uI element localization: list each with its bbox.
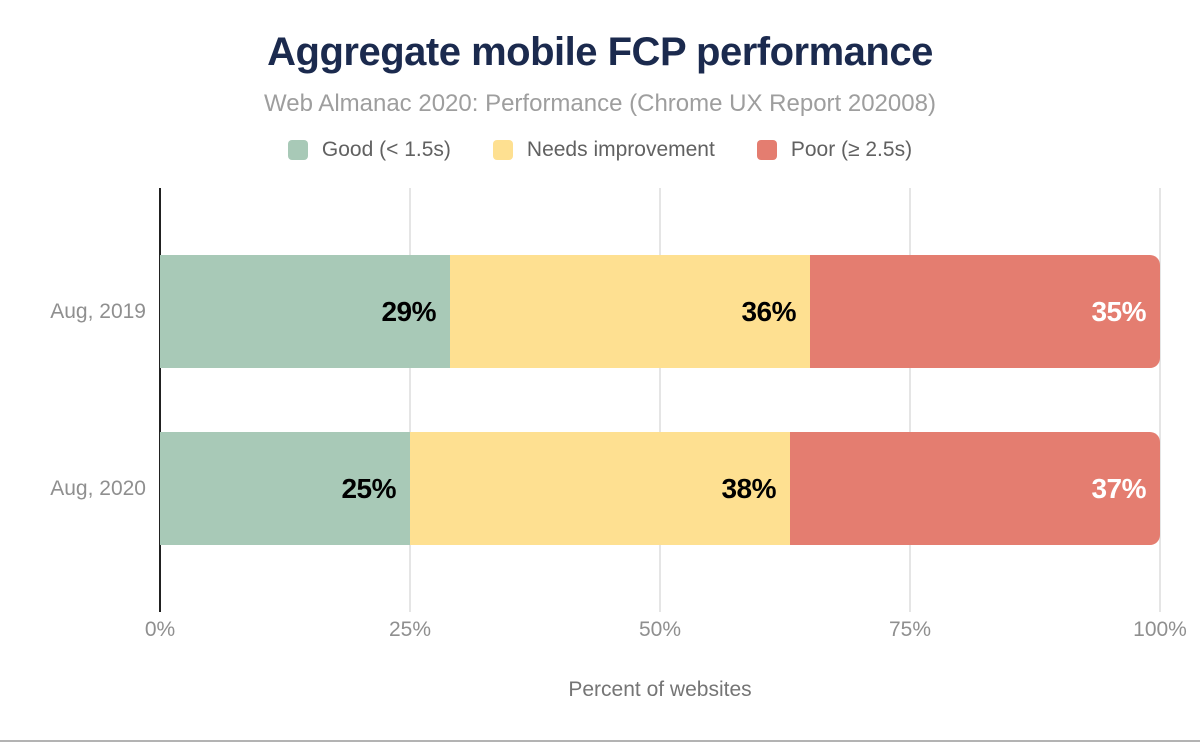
bar-segment: 36% (450, 255, 810, 368)
bar-segment: 37% (790, 432, 1160, 545)
bottom-border-rule (0, 740, 1200, 742)
category-label-0: Aug, 2019 (50, 299, 146, 323)
y-axis-line (159, 188, 161, 612)
bar-row-1: 25% 38% 37% (160, 432, 1160, 545)
legend: Good (< 1.5s) Needs improvement Poor (≥ 2.… (0, 138, 1200, 162)
chart-title: Aggregate mobile FCP performance (267, 30, 933, 74)
gridline-100 (1159, 188, 1161, 612)
legend-swatch-icon (756, 140, 777, 160)
gridline-75 (909, 188, 911, 612)
x-tick-label-100: 100% (1133, 618, 1187, 641)
bar-segment: 29% (160, 255, 450, 368)
legend-item-0: Good (< 1.5s) (287, 138, 451, 162)
legend-swatch-icon (287, 140, 308, 160)
legend-item-1: Needs improvement (492, 138, 715, 162)
category-label-1: Aug, 2020 (50, 476, 146, 500)
x-tick-label-0: 0% (144, 618, 176, 641)
chart-subtitle: Web Almanac 2020: Performance (Chrome UX… (264, 90, 936, 117)
x-axis-title: Percent of websites (568, 678, 752, 701)
gridline-25 (409, 188, 411, 612)
legend-item-2: Poor (≥ 2.5s) (756, 138, 913, 162)
gridline-50 (659, 188, 661, 612)
legend-label: Good (< 1.5s) (321, 138, 451, 161)
bar-segment: 25% (160, 432, 410, 545)
x-tick-label-75: 75% (888, 618, 932, 641)
plot-area: 29% 36% 35% 25% 38% 37% (159, 188, 1161, 612)
bar-row-0: 29% 36% 35% (160, 255, 1160, 368)
x-tick-label-50: 50% (638, 618, 682, 641)
legend-label: Needs improvement (526, 138, 715, 161)
legend-swatch-icon (492, 140, 513, 160)
bar-segment: 35% (810, 255, 1160, 368)
legend-label: Poor (≥ 2.5s) (790, 138, 913, 161)
x-tick-label-25: 25% (388, 618, 432, 641)
bar-segment: 38% (410, 432, 790, 545)
